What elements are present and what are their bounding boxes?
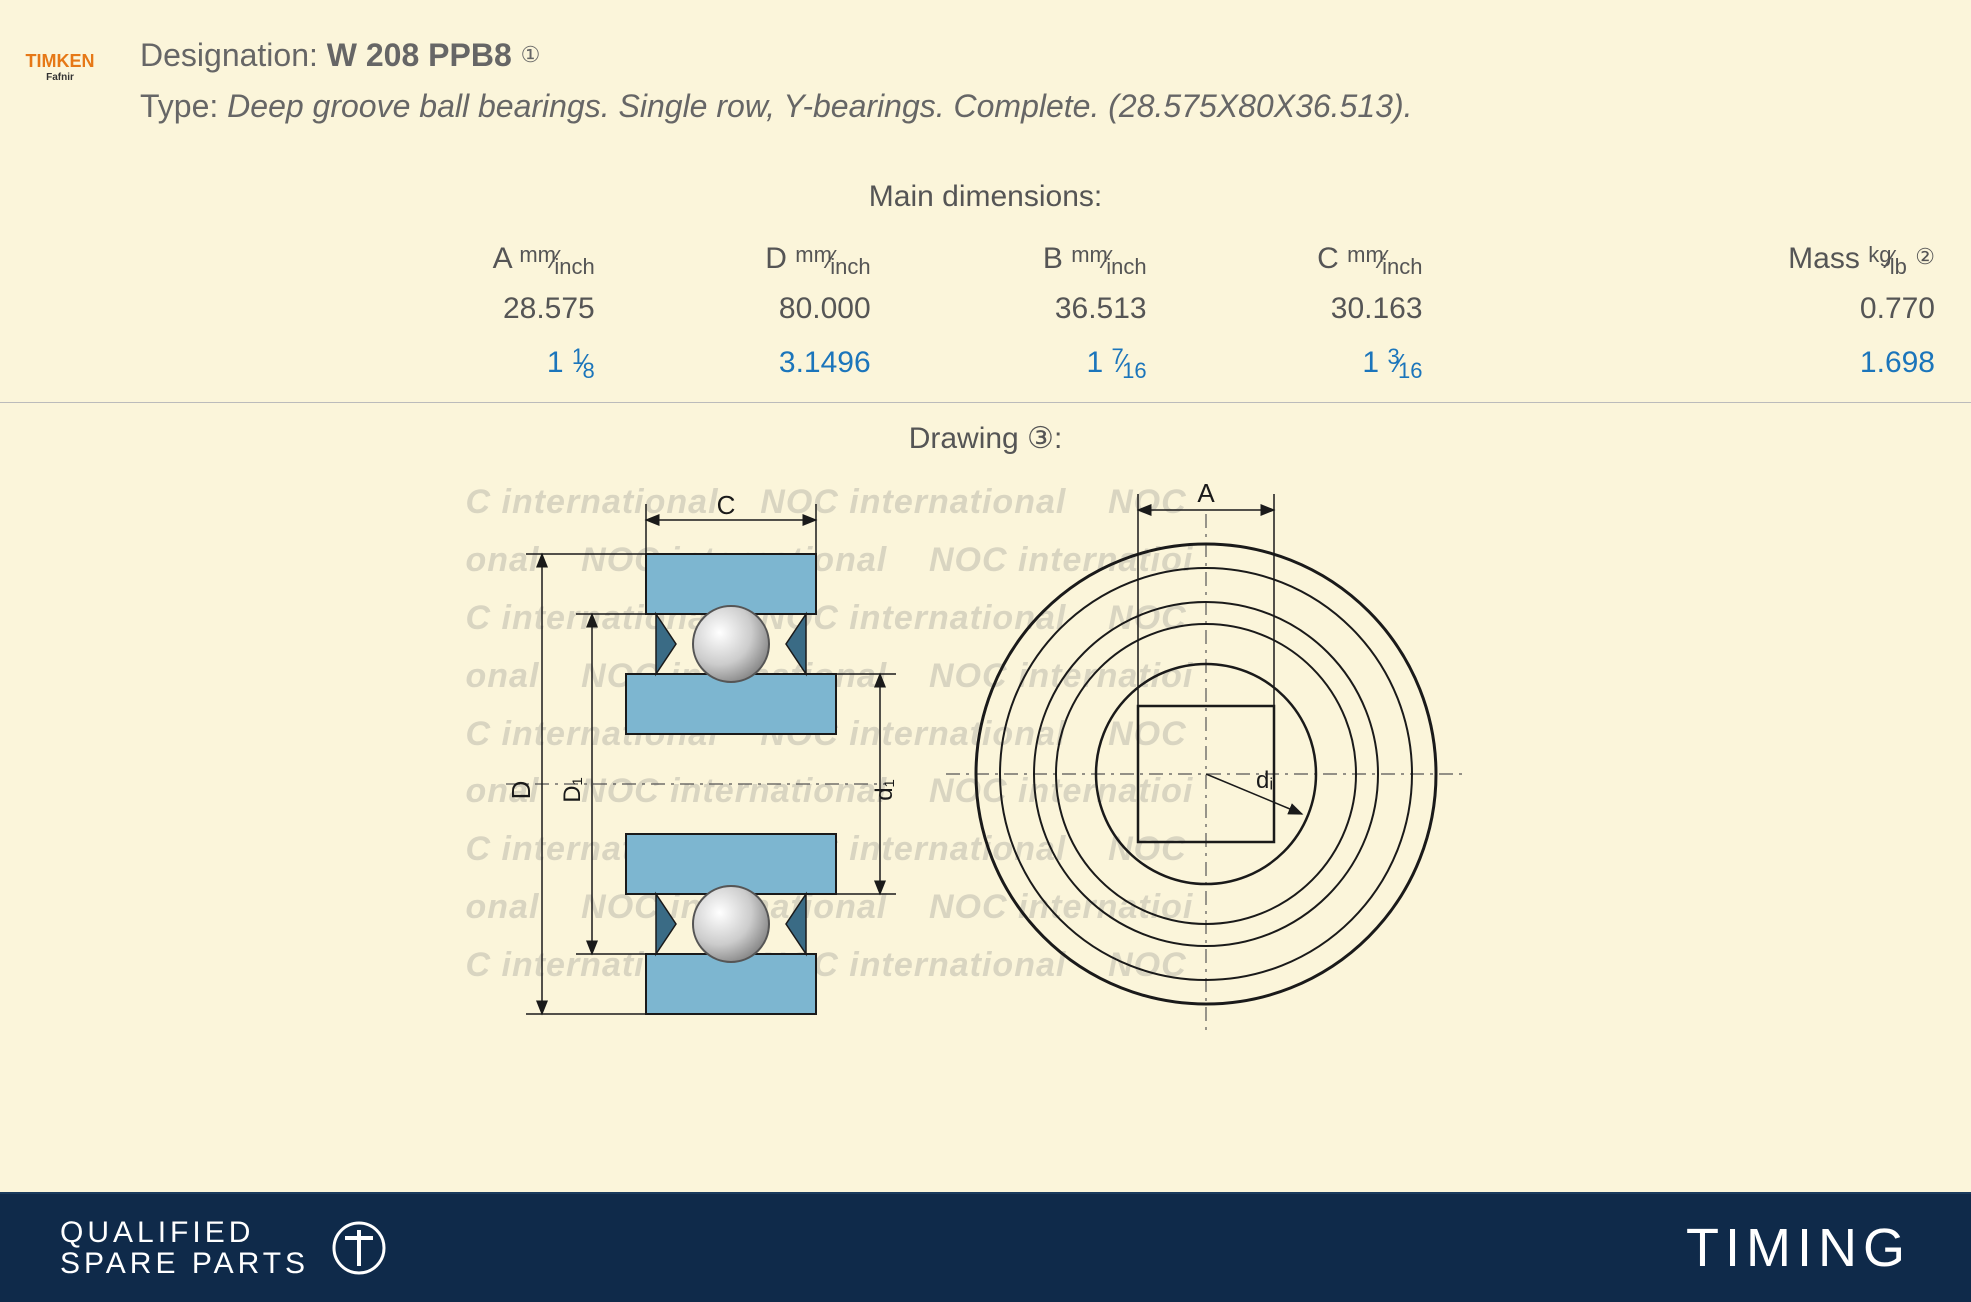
- label-D: D: [506, 781, 536, 800]
- main-dimensions-title: Main dimensions:: [0, 162, 1971, 232]
- frac-int: 1: [547, 346, 564, 379]
- label-A: A: [1197, 478, 1215, 508]
- label-D1: D₁: [559, 778, 586, 803]
- unit-bot: inch: [830, 254, 870, 279]
- designation-label: Designation:: [140, 37, 318, 73]
- cell-inch: 1 3⁄16: [1183, 336, 1459, 403]
- brand-sub: Fafnir: [46, 72, 74, 83]
- unit-top: kg: [1868, 242, 1891, 267]
- cross-section: C D D₁ d₁: [506, 490, 898, 1014]
- unit-bot: inch: [1106, 254, 1146, 279]
- col-letter: C: [1317, 242, 1339, 275]
- type-line: Type: Deep groove ball bearings. Single …: [140, 81, 1951, 132]
- type-label: Type:: [140, 88, 218, 124]
- footer-right: TIMING: [1686, 1217, 1911, 1279]
- designation-note: ①: [521, 42, 541, 67]
- col-letter: D: [765, 242, 787, 275]
- unit-bot: inch: [554, 254, 594, 279]
- qualified-text: QUALIFIED SPARE PARTS: [60, 1217, 309, 1280]
- cell-inch: 1 7⁄16: [907, 336, 1183, 403]
- designation-value: W 208 PPB8: [327, 37, 512, 73]
- col-letter: A: [493, 242, 511, 275]
- cell-inch: 3.1496: [631, 336, 907, 403]
- cell-mm: 28.575: [315, 282, 630, 336]
- cell-inch: 1 1⁄8: [315, 336, 630, 403]
- frac-int: 1: [1086, 346, 1103, 379]
- header: TIMKEN Fafnir Designation: W 208 PPB8 ① …: [0, 0, 1971, 162]
- brand-name: TIMKEN: [26, 51, 95, 72]
- qualified-line1: QUALIFIED: [60, 1217, 309, 1249]
- header-text: Designation: W 208 PPB8 ① Type: Deep gro…: [140, 30, 1951, 132]
- cell-mm: 80.000: [631, 282, 907, 336]
- unit-top: mm: [1347, 242, 1384, 267]
- cell-inch: 1.698: [1656, 336, 1971, 403]
- frac-den: 8: [582, 358, 594, 383]
- front-view: dᵢ A: [946, 478, 1466, 1034]
- qt-icon: [331, 1220, 387, 1276]
- cell-mm: 30.163: [1183, 282, 1459, 336]
- table-row-mm: 28.575 80.000 36.513 30.163 0.770: [0, 282, 1971, 336]
- cell-mm: 0.770: [1656, 282, 1971, 336]
- drawing-area: C international NOC international NOC on…: [466, 474, 1506, 1034]
- col-header-B: B mm⁄inch: [907, 232, 1183, 282]
- qualified-line2: SPARE PARTS: [60, 1248, 309, 1280]
- col-header-D: D mm⁄inch: [631, 232, 907, 282]
- label-di: dᵢ: [1256, 767, 1273, 794]
- unit-top: mm: [1071, 242, 1108, 267]
- unit-top: mm: [519, 242, 556, 267]
- col-header-C: C mm⁄inch: [1183, 232, 1459, 282]
- type-value: Deep groove ball bearings. Single row, Y…: [227, 88, 1412, 124]
- unit-bot: lb: [1890, 254, 1907, 279]
- unit-top: mm: [795, 242, 832, 267]
- frac-int: 1: [1362, 346, 1379, 379]
- label-C: C: [716, 490, 735, 520]
- col-header-A: A mm⁄inch: [315, 232, 630, 282]
- frac-den: 16: [1122, 358, 1146, 383]
- table-row-inch: 1 1⁄8 3.1496 1 7⁄16 1 3⁄16 1.698: [0, 336, 1971, 403]
- drawing-title: Drawing ③:: [0, 403, 1971, 474]
- table-header-row: A mm⁄inch D mm⁄inch B mm⁄inch C mm⁄inch …: [0, 232, 1971, 282]
- footer: QUALIFIED SPARE PARTS TIMING: [0, 1192, 1971, 1302]
- col-letter: Mass: [1788, 242, 1860, 275]
- unit-bot: inch: [1382, 254, 1422, 279]
- dimensions-table: A mm⁄inch D mm⁄inch B mm⁄inch C mm⁄inch …: [0, 232, 1971, 403]
- bearing-drawing: C D D₁ d₁: [466, 474, 1506, 1034]
- footer-left: QUALIFIED SPARE PARTS: [60, 1217, 387, 1280]
- col-header-Mass: Mass kg⁄lb ②: [1656, 232, 1971, 282]
- brand-logo: TIMKEN Fafnir: [10, 42, 110, 92]
- label-d1: d₁: [871, 780, 898, 801]
- cell-mm: 36.513: [907, 282, 1183, 336]
- frac-den: 16: [1398, 358, 1422, 383]
- mass-note: ②: [1915, 244, 1935, 269]
- col-letter: B: [1043, 242, 1063, 275]
- designation-line: Designation: W 208 PPB8 ①: [140, 30, 1951, 81]
